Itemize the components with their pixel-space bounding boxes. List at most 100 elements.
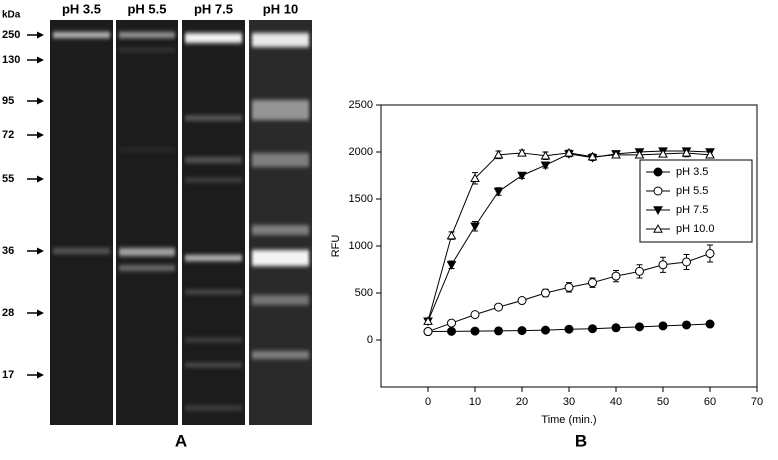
- marker-arrowhead: [37, 97, 44, 105]
- gel-band: [252, 351, 309, 359]
- data-point: [653, 167, 663, 177]
- line-chart: 0 500 1000 1500 2000 2500 0 10 20 30 40 50 60 70 Time …: [330, 99, 763, 451]
- lane-label: pH 7.5: [194, 1, 233, 16]
- gel-band: [252, 225, 309, 235]
- marker-label: 72: [2, 129, 14, 141]
- marker-arrowhead: [37, 56, 44, 64]
- gel-band: [185, 157, 242, 163]
- gel-band: [252, 33, 309, 47]
- data-point: [447, 326, 456, 336]
- y-tick-label: 1500: [349, 193, 373, 205]
- data-point: [653, 206, 663, 216]
- marker-label: 130: [2, 54, 20, 66]
- data-point: [494, 326, 503, 336]
- data-point: [446, 230, 457, 240]
- data-point: [705, 149, 715, 159]
- y-tick-label: 2500: [349, 99, 373, 111]
- gel-lane: [249, 20, 312, 425]
- y-tick-label: 500: [355, 287, 373, 299]
- data-point: [540, 150, 551, 160]
- data-point: [447, 318, 456, 328]
- gel-band: [252, 295, 309, 305]
- data-point: [658, 148, 668, 158]
- gel-band: [119, 248, 175, 256]
- data-point: [564, 282, 574, 292]
- lane-label: pH 10: [263, 1, 298, 16]
- data-point: [564, 324, 574, 334]
- marker-label: 55: [2, 173, 14, 185]
- gel-band: [185, 255, 242, 261]
- data-point: [705, 249, 715, 259]
- gel-band: [185, 290, 242, 294]
- y-axis-label: RFU: [330, 235, 342, 258]
- data-point: [658, 260, 668, 270]
- gel-band: [119, 148, 175, 152]
- data-point: [494, 302, 503, 312]
- data-point: [470, 326, 480, 336]
- data-point: [653, 223, 663, 233]
- panel-label: B: [575, 431, 587, 450]
- data-point: [493, 187, 504, 197]
- gel-band: [119, 265, 175, 271]
- marker-arrowhead: [37, 247, 44, 255]
- data-point: [540, 161, 551, 171]
- gel-band: [119, 48, 175, 52]
- gel-band: [185, 338, 242, 342]
- data-point: [517, 326, 527, 336]
- data-point: [611, 149, 621, 159]
- data-point: [588, 324, 597, 334]
- data-point: [541, 288, 550, 298]
- marker-label: 250: [2, 29, 20, 41]
- gel-band: [185, 178, 242, 182]
- marker-label: 36: [2, 245, 14, 257]
- data-point: [658, 321, 668, 331]
- data-point: [517, 296, 527, 306]
- legend-label: pH 10.0: [676, 223, 715, 235]
- data-point: [446, 261, 457, 270]
- legend-label: pH 5.5: [676, 185, 708, 197]
- unit-label: kDa: [2, 10, 21, 21]
- gel-band: [252, 100, 309, 120]
- panel-label: A: [175, 431, 187, 450]
- gel-band: [185, 406, 242, 410]
- y-tick-label: 2000: [349, 146, 373, 158]
- data-point: [517, 171, 527, 181]
- gel-band: [185, 363, 242, 367]
- x-tick-label: 50: [657, 396, 669, 408]
- marker-label: 17: [2, 369, 14, 381]
- y-tick-label: 1000: [349, 240, 373, 252]
- plot-frame: [380, 104, 758, 388]
- x-tick-label: 10: [469, 396, 481, 408]
- marker-arrowhead: [37, 31, 44, 39]
- gel-band: [119, 32, 175, 38]
- data-point: [470, 310, 480, 320]
- lane-label: pH 5.5: [127, 1, 166, 16]
- data-point: [611, 271, 621, 281]
- legend: pH 3.5 pH 5.5 pH 7.5 pH 10.0: [639, 159, 753, 243]
- data-point: [470, 173, 480, 183]
- data-point: [564, 147, 574, 157]
- data-point: [682, 257, 691, 267]
- data-point: [635, 266, 644, 276]
- data-point: [705, 319, 715, 329]
- data-point: [517, 147, 527, 157]
- marker-label: 28: [2, 307, 14, 319]
- x-tick-label: 40: [610, 396, 622, 408]
- data-point: [470, 222, 480, 232]
- data-point: [423, 327, 433, 337]
- legend-label: pH 7.5: [676, 204, 708, 216]
- gel-band: [53, 32, 110, 38]
- data-point: [634, 149, 645, 159]
- gel-lane: [50, 20, 113, 425]
- lane-label: pH 3.5: [62, 1, 101, 16]
- gel-band: [185, 33, 242, 43]
- y-tick-label: 0: [367, 334, 373, 346]
- x-tick-label: 20: [516, 396, 528, 408]
- gel-panel: pH 3.5 pH 5.5 pH 7.5 pH 10 kDa 250 130 95 72 55 36…: [2, 1, 312, 450]
- gel-band: [252, 250, 309, 266]
- marker-arrowhead: [37, 175, 44, 183]
- x-tick-label: 60: [704, 396, 716, 408]
- marker-label: 95: [2, 95, 14, 107]
- gel-lane: [182, 20, 245, 425]
